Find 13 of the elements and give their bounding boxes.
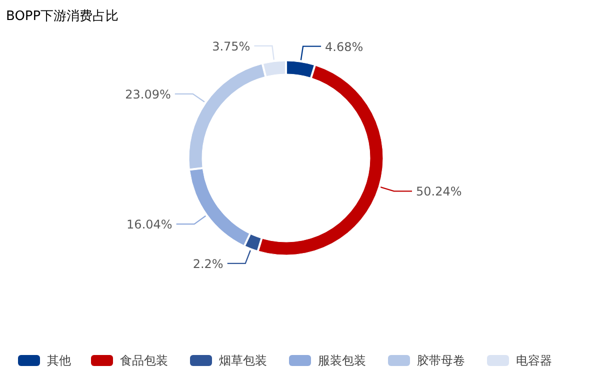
data-label: 23.09% — [125, 87, 171, 102]
data-label: 3.75% — [212, 39, 250, 54]
legend-label: 电容器 — [516, 354, 552, 368]
legend-label: 服装包装 — [318, 354, 366, 368]
data-label: 2.2% — [192, 256, 224, 271]
data-label: 4.68% — [325, 40, 364, 54]
legend-label: 胶带母卷 — [417, 354, 465, 368]
data-label: 50.24% — [416, 184, 462, 199]
legend-label: 烟草包装 — [219, 354, 267, 368]
legend-label: 其他 — [47, 354, 71, 368]
chart-title: BOPP下游消费占比 — [6, 9, 119, 24]
legend-label: 食品包装 — [120, 354, 168, 368]
data-label: 16.04% — [126, 218, 172, 232]
